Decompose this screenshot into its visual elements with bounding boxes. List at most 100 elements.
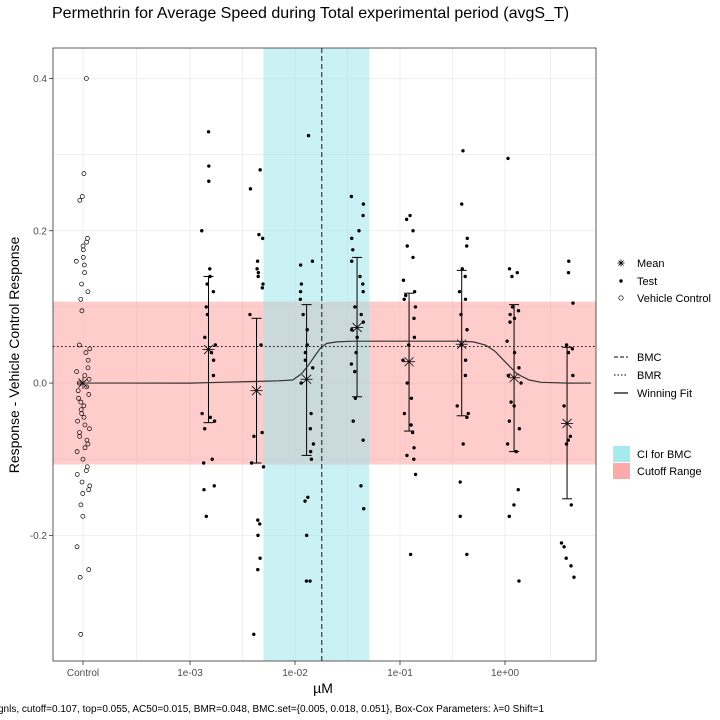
test-point bbox=[208, 267, 212, 271]
test-point bbox=[252, 434, 256, 439]
test-point bbox=[202, 487, 206, 492]
test-point bbox=[566, 270, 571, 275]
test-point bbox=[463, 297, 468, 301]
test-point bbox=[412, 446, 416, 450]
test-point bbox=[463, 274, 467, 279]
test-point bbox=[305, 343, 309, 347]
test-point bbox=[299, 381, 303, 385]
test-point bbox=[256, 270, 261, 275]
test-point bbox=[401, 278, 406, 282]
legend: Mean Test Vehicle Control BMC BMR Winning Fit… bbox=[613, 258, 711, 479]
test-point bbox=[257, 232, 261, 237]
test-point bbox=[256, 518, 260, 522]
test-point bbox=[361, 202, 366, 206]
vehicle-control-point bbox=[80, 255, 86, 260]
test-point bbox=[260, 236, 265, 241]
test-point bbox=[458, 514, 462, 519]
y-tick-label: -0.2 bbox=[30, 531, 48, 542]
vehicle-control-point bbox=[78, 502, 84, 508]
test-point bbox=[410, 430, 415, 435]
y-tick-label: 0.2 bbox=[33, 226, 47, 237]
vehicle-control-point bbox=[78, 296, 84, 302]
vehicle-control-point bbox=[76, 342, 82, 348]
test-point bbox=[357, 229, 361, 233]
x-axis-title: µM bbox=[313, 680, 333, 696]
test-point bbox=[260, 286, 265, 290]
test-point bbox=[205, 282, 209, 286]
vehicle-control-point bbox=[75, 418, 80, 424]
vehicle-control-point bbox=[79, 411, 85, 416]
test-point bbox=[457, 289, 462, 294]
legend-cutoff-icon bbox=[613, 463, 630, 479]
test-point bbox=[207, 179, 211, 183]
test-point bbox=[465, 552, 469, 557]
test-point bbox=[517, 427, 522, 431]
test-point bbox=[306, 133, 311, 138]
test-point bbox=[465, 415, 469, 420]
mean-marker bbox=[455, 338, 468, 351]
test-point bbox=[572, 575, 576, 579]
vehicle-control-point bbox=[81, 171, 87, 176]
test-point bbox=[517, 366, 521, 370]
test-point bbox=[507, 419, 512, 423]
test-point bbox=[248, 187, 253, 191]
test-point bbox=[568, 434, 573, 439]
test-point bbox=[361, 282, 365, 286]
vehicle-control-point bbox=[80, 247, 86, 253]
test-point bbox=[402, 411, 407, 416]
test-point bbox=[465, 236, 469, 241]
test-point bbox=[359, 484, 363, 488]
test-point bbox=[404, 293, 408, 298]
test-point bbox=[207, 164, 211, 168]
vehicle-control-point bbox=[80, 194, 85, 199]
test-point bbox=[358, 274, 362, 279]
test-point bbox=[562, 545, 566, 549]
legend-marker-label: Test bbox=[637, 276, 657, 288]
test-point bbox=[412, 289, 417, 294]
test-point bbox=[405, 381, 409, 385]
test-point bbox=[351, 248, 355, 252]
test-point bbox=[258, 522, 262, 526]
test-point bbox=[401, 358, 405, 362]
test-point bbox=[512, 350, 517, 355]
test-point bbox=[507, 267, 512, 271]
test-point bbox=[308, 449, 313, 454]
test-point bbox=[310, 259, 315, 263]
test-point bbox=[512, 503, 516, 507]
test-point bbox=[409, 396, 414, 400]
legend-mean-icon bbox=[617, 259, 625, 267]
legend-vehicle-control-icon bbox=[618, 295, 624, 301]
vehicle-control-point bbox=[78, 399, 84, 405]
test-point bbox=[516, 309, 521, 313]
test-point bbox=[505, 339, 509, 343]
x-tick-label: Control bbox=[67, 668, 99, 679]
plot-panel bbox=[52, 47, 597, 662]
vehicle-control-point bbox=[79, 281, 84, 287]
y-axis-title: Response - Vehicle Control Response bbox=[6, 236, 22, 473]
test-point bbox=[408, 213, 412, 218]
vehicle-control-point bbox=[81, 414, 87, 420]
y-tick-label: 0.4 bbox=[33, 74, 47, 85]
vehicle-control-point bbox=[86, 392, 92, 397]
test-point bbox=[460, 267, 464, 271]
vehicle-control-point bbox=[77, 197, 83, 203]
test-point bbox=[349, 362, 354, 366]
test-point bbox=[461, 149, 465, 153]
test-point bbox=[412, 335, 417, 340]
test-point bbox=[306, 495, 310, 499]
legend-line-label: Winning Fit bbox=[637, 388, 692, 400]
test-point bbox=[411, 229, 415, 233]
legend-marker-label: Vehicle Control bbox=[637, 293, 711, 305]
vehicle-control-point bbox=[85, 441, 91, 447]
test-point bbox=[204, 514, 209, 519]
vehicle-control-point bbox=[74, 449, 80, 454]
test-point bbox=[507, 514, 511, 519]
test-point bbox=[412, 457, 416, 461]
test-point bbox=[308, 579, 312, 583]
vehicle-control-point bbox=[76, 395, 81, 401]
test-point bbox=[409, 423, 413, 427]
test-point bbox=[256, 567, 260, 572]
test-point bbox=[564, 556, 568, 560]
test-point bbox=[349, 194, 354, 199]
test-point bbox=[210, 457, 214, 461]
